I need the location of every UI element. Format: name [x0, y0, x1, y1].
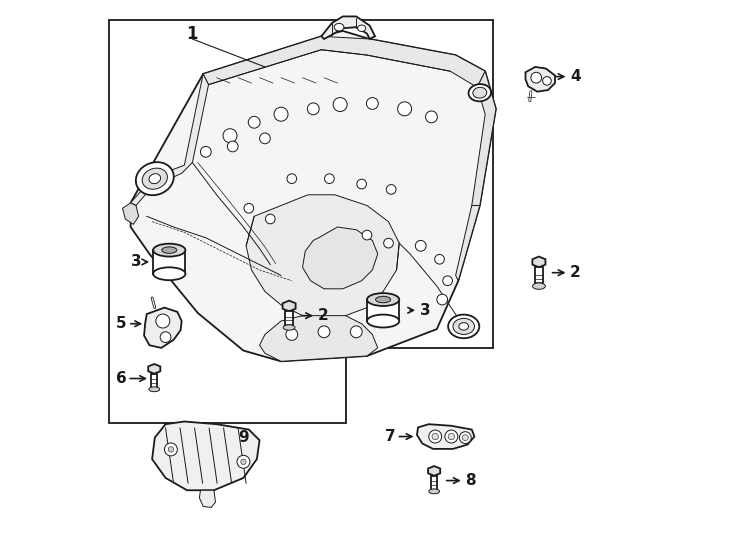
Polygon shape: [246, 195, 399, 319]
Polygon shape: [260, 316, 378, 361]
Ellipse shape: [274, 107, 288, 121]
Ellipse shape: [453, 319, 474, 334]
Polygon shape: [109, 20, 493, 423]
Polygon shape: [283, 301, 296, 312]
Ellipse shape: [448, 433, 454, 440]
Ellipse shape: [445, 430, 458, 443]
Ellipse shape: [367, 293, 399, 306]
Text: 7: 7: [385, 429, 396, 444]
Text: 3: 3: [131, 254, 142, 269]
Polygon shape: [321, 16, 375, 39]
Ellipse shape: [468, 84, 491, 102]
Ellipse shape: [149, 387, 159, 392]
Ellipse shape: [459, 322, 468, 330]
Ellipse shape: [223, 129, 237, 143]
Polygon shape: [131, 74, 208, 206]
Ellipse shape: [462, 435, 468, 441]
Polygon shape: [428, 466, 440, 476]
Ellipse shape: [287, 174, 297, 184]
Polygon shape: [144, 308, 181, 348]
Polygon shape: [535, 267, 542, 286]
Ellipse shape: [415, 240, 426, 251]
Polygon shape: [153, 250, 186, 274]
Ellipse shape: [283, 325, 295, 330]
Polygon shape: [417, 424, 474, 449]
Ellipse shape: [350, 326, 362, 338]
Ellipse shape: [437, 294, 448, 305]
Polygon shape: [148, 364, 160, 374]
Ellipse shape: [260, 133, 270, 144]
Ellipse shape: [531, 72, 542, 83]
Polygon shape: [152, 422, 260, 490]
Ellipse shape: [333, 98, 347, 112]
Text: 2: 2: [570, 265, 581, 280]
Ellipse shape: [324, 174, 334, 184]
Ellipse shape: [367, 315, 399, 327]
Ellipse shape: [156, 314, 170, 328]
Ellipse shape: [532, 283, 545, 289]
Ellipse shape: [432, 433, 438, 440]
Ellipse shape: [459, 431, 471, 443]
Ellipse shape: [160, 332, 171, 342]
Ellipse shape: [237, 455, 250, 468]
Ellipse shape: [362, 230, 372, 240]
Text: 5: 5: [116, 316, 127, 331]
Ellipse shape: [357, 179, 366, 189]
Ellipse shape: [308, 103, 319, 114]
Ellipse shape: [244, 204, 254, 213]
Ellipse shape: [318, 326, 330, 338]
Ellipse shape: [168, 447, 174, 452]
Ellipse shape: [241, 459, 246, 464]
Ellipse shape: [357, 25, 366, 31]
Polygon shape: [123, 203, 139, 224]
Polygon shape: [456, 206, 480, 281]
Polygon shape: [203, 36, 485, 87]
Text: 8: 8: [465, 473, 476, 488]
Polygon shape: [472, 71, 496, 206]
Ellipse shape: [161, 247, 177, 253]
Ellipse shape: [136, 162, 174, 195]
Ellipse shape: [542, 77, 551, 85]
Polygon shape: [131, 31, 496, 361]
Polygon shape: [367, 300, 399, 321]
Ellipse shape: [376, 296, 390, 303]
Ellipse shape: [435, 254, 444, 264]
Ellipse shape: [448, 315, 479, 338]
Polygon shape: [526, 67, 555, 92]
Ellipse shape: [426, 111, 437, 123]
Ellipse shape: [164, 443, 178, 456]
Ellipse shape: [366, 98, 378, 110]
Polygon shape: [151, 374, 158, 389]
Polygon shape: [431, 476, 437, 491]
Ellipse shape: [142, 168, 167, 189]
Ellipse shape: [443, 276, 452, 286]
Text: 2: 2: [318, 308, 328, 323]
Ellipse shape: [429, 489, 440, 494]
Ellipse shape: [248, 116, 260, 128]
Ellipse shape: [153, 267, 186, 280]
Ellipse shape: [429, 430, 442, 443]
Ellipse shape: [200, 146, 211, 157]
Ellipse shape: [228, 141, 238, 152]
Text: 3: 3: [420, 303, 430, 318]
Polygon shape: [200, 490, 216, 508]
Text: 1: 1: [186, 25, 198, 43]
Ellipse shape: [386, 185, 396, 194]
Ellipse shape: [149, 174, 161, 184]
Ellipse shape: [398, 102, 412, 116]
Text: 4: 4: [570, 69, 581, 84]
Text: 6: 6: [115, 371, 126, 386]
Polygon shape: [532, 256, 545, 267]
Ellipse shape: [266, 214, 275, 224]
Ellipse shape: [384, 238, 393, 248]
Ellipse shape: [334, 23, 344, 31]
Polygon shape: [286, 312, 293, 327]
Ellipse shape: [473, 87, 487, 98]
Ellipse shape: [286, 328, 298, 340]
Text: 9: 9: [238, 430, 249, 445]
Polygon shape: [302, 227, 378, 289]
Ellipse shape: [153, 244, 186, 256]
